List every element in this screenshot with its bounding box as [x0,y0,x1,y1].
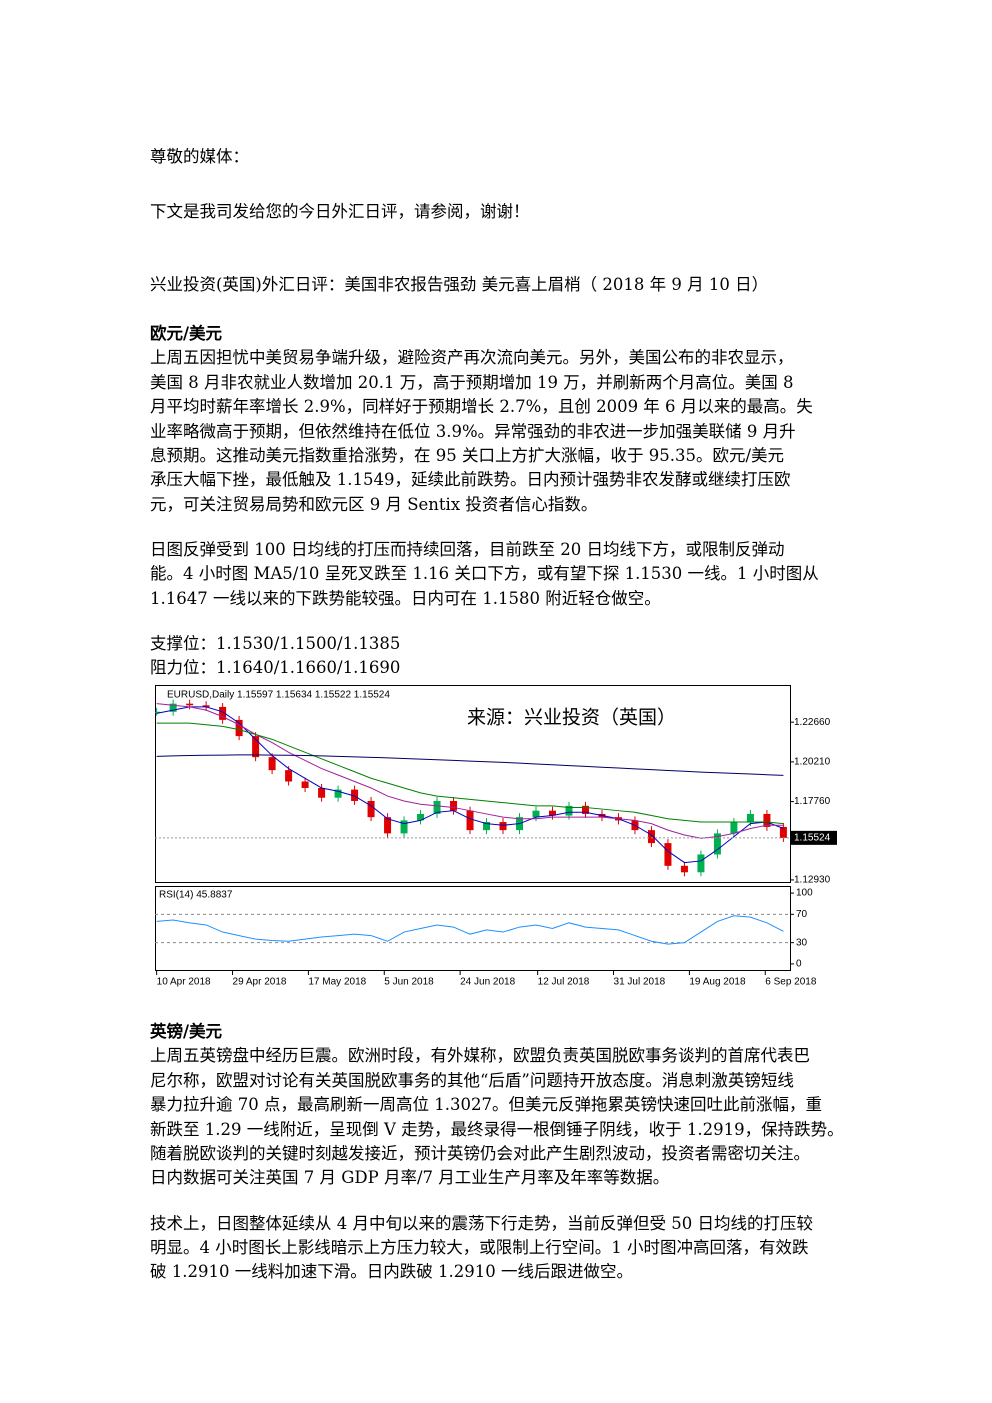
candle [483,822,491,831]
moving-average [156,703,784,839]
candle [664,843,672,866]
text-line: 支撑位：1.1530/1.1500/1.1385 [150,633,401,653]
moving-average [156,722,784,825]
candle [186,703,194,706]
x-tick-label: 17 May 2018 [308,977,366,988]
rsi-tick-label: 70 [796,909,808,920]
candle [746,813,754,823]
candle [155,711,161,713]
x-tick-label: 6 Sep 2018 [765,977,817,988]
candle [417,813,425,821]
candle [730,822,738,834]
candle [367,800,375,818]
candle [532,810,540,818]
text-line: 尊敬的媒体： [150,147,249,166]
x-tick-label: 10 Apr 2018 [157,977,211,988]
watermark: 来源：兴业投资（英国） [467,707,676,729]
text-line: 能。4 小时图 MA5/10 呈死叉跌至 1.16 关口下方，或有望下探 1.1… [150,564,819,584]
candle [400,820,408,834]
text-line: 上周五因担忧中美贸易争端升级，避险资产再次流向美元。另外，美国公布的非农显示， [150,348,794,368]
text-line: 阻力位：1.1640/1.1660/1.1690 [150,658,401,678]
text-line: 美国 8 月非农就业人数增加 20.1 万，高于预期增加 19 万，并刷新两个月… [150,372,794,392]
last-price-box [791,830,837,845]
rsi-tick-label: 100 [796,888,813,899]
rsi-panel [155,886,791,971]
heading: 欧元/美元 [150,324,223,343]
text-line: 技术上，日图整体延续从 4 月中旬以来的震荡下行走势，当前反弹但受 50 日均线… [150,1213,813,1233]
candle [697,854,705,873]
price-panel [155,685,791,883]
text-line: 明显。4 小时图长上影线暗示上方压力较大，或限制上行空间。1 小时图冲高回落，有… [150,1237,809,1257]
candle [334,789,342,798]
text-line: 月平均时薪年率增长 2.9%，同样好于预期增长 2.7%，且创 2009 年 6… [150,397,813,417]
moving-average [156,706,784,864]
rsi-tick-label: 30 [796,937,808,948]
y-tick-label: 1.22660 [794,717,831,728]
candle [252,736,260,758]
rsi-tick-label: 0 [796,959,802,970]
text-line: 尼尔称，欧盟对讨论有关英国脱欧事务的其他“后盾”问题持开放态度。消息刺激英镑短线 [150,1070,794,1090]
x-tick-label: 31 Jul 2018 [614,977,666,988]
text-line: 日内数据可关注英国 7 月 GDP 月率/7 月工业生产月率及年率等数据。 [150,1168,670,1188]
text-line: 破 1.2910 一线料加速下滑。日内跌破 1.2910 一线后跟进做空。 [150,1262,633,1282]
x-tick-label: 12 Jul 2018 [538,977,590,988]
candle [647,830,655,844]
y-tick-label: 1.17760 [794,796,831,807]
x-tick-label: 29 Apr 2018 [233,977,287,988]
text-line: 上周五英镑盘中经历巨震。欧洲时段，有外媒称，欧盟负责英国脱欧事务谈判的首席代表巴 [150,1046,810,1066]
text-line: 下文是我司发给您的今日外汇日评，请参阅，谢谢！ [150,202,530,221]
text-line: 1.1647 一线以来的下跌势能较强。日内可在 1.1580 附近轻仓做空。 [150,588,661,608]
rsi-line [156,915,784,945]
candle [318,787,326,798]
x-tick-label: 5 Jun 2018 [384,977,434,988]
candle [713,833,721,855]
candle [779,826,787,838]
text-line: 暴力拉升逾 70 点，最高刷新一周高位 1.3027。但美元反弹拖累英镑快速回吐… [150,1095,822,1115]
text-line: 兴业投资(英国)外汇日评：美国非农报告强劲 美元喜上眉梢（ 2018 年 9 月… [150,275,769,294]
last-price-label: 1.15524 [794,833,831,844]
rsi-label: RSI(14) 45.8837 [159,890,233,901]
candle [450,800,458,811]
y-tick-label: 1.20210 [794,757,831,768]
candle [433,800,441,814]
text-line: 随着脱欧谈判的关键时刻越发接近，预计英镑仍会对此产生剧烈波动，投资者需密切关注。 [150,1144,810,1163]
candle [466,810,474,831]
candle [680,865,688,873]
chart-label: EURUSD,Daily 1.15597 1.15634 1.15522 1.1… [167,690,390,701]
text-line: 承压大幅下挫，最低触及 1.1549，延续此前跌势。日内预计强势非农发酵或继续打… [150,470,791,490]
x-tick-label: 24 Jun 2018 [460,977,515,988]
candle [763,813,771,827]
candle [235,719,243,737]
x-tick-label: 19 Aug 2018 [689,977,746,988]
candle [351,789,359,801]
candle [202,705,210,707]
text-line: 息预期。这推动美元指数重拾涨势，在 95 关口上方扩大涨幅，收于 95.35。欧… [150,446,785,465]
text-line: 日图反弹受到 100 日均线的打压而持续回落，目前跌至 20 日均线下方，或限制… [150,539,785,559]
candle [548,810,556,816]
text-line: 新跌至 1.29 一线附近，呈现倒 V 走势，最终录得一根倒锤子阴线，收于 1.… [150,1119,844,1139]
moving-average [156,754,784,776]
chart: 1.22660 1.20210 1.17760 1.12930 10 Apr 2018 2… [155,685,837,988]
candle [384,817,392,834]
candle [219,706,227,720]
candle [565,805,573,816]
candle [268,757,276,771]
heading: 英镑/美元 [150,1022,223,1041]
candle [169,703,177,712]
candle [499,822,507,831]
text-line: 业率略微高于预期，但依然维持在低位 3.9%。异常强劲的非农进一步加强美联储 9… [150,421,796,441]
y-tick-label: 1.12930 [794,875,831,886]
text-line: 元，可关注贸易局势和欧元区 9 月 Sentix 投资者信心指数。 [150,494,598,514]
candle [285,770,293,782]
candle [581,805,589,814]
candle [301,781,309,788]
